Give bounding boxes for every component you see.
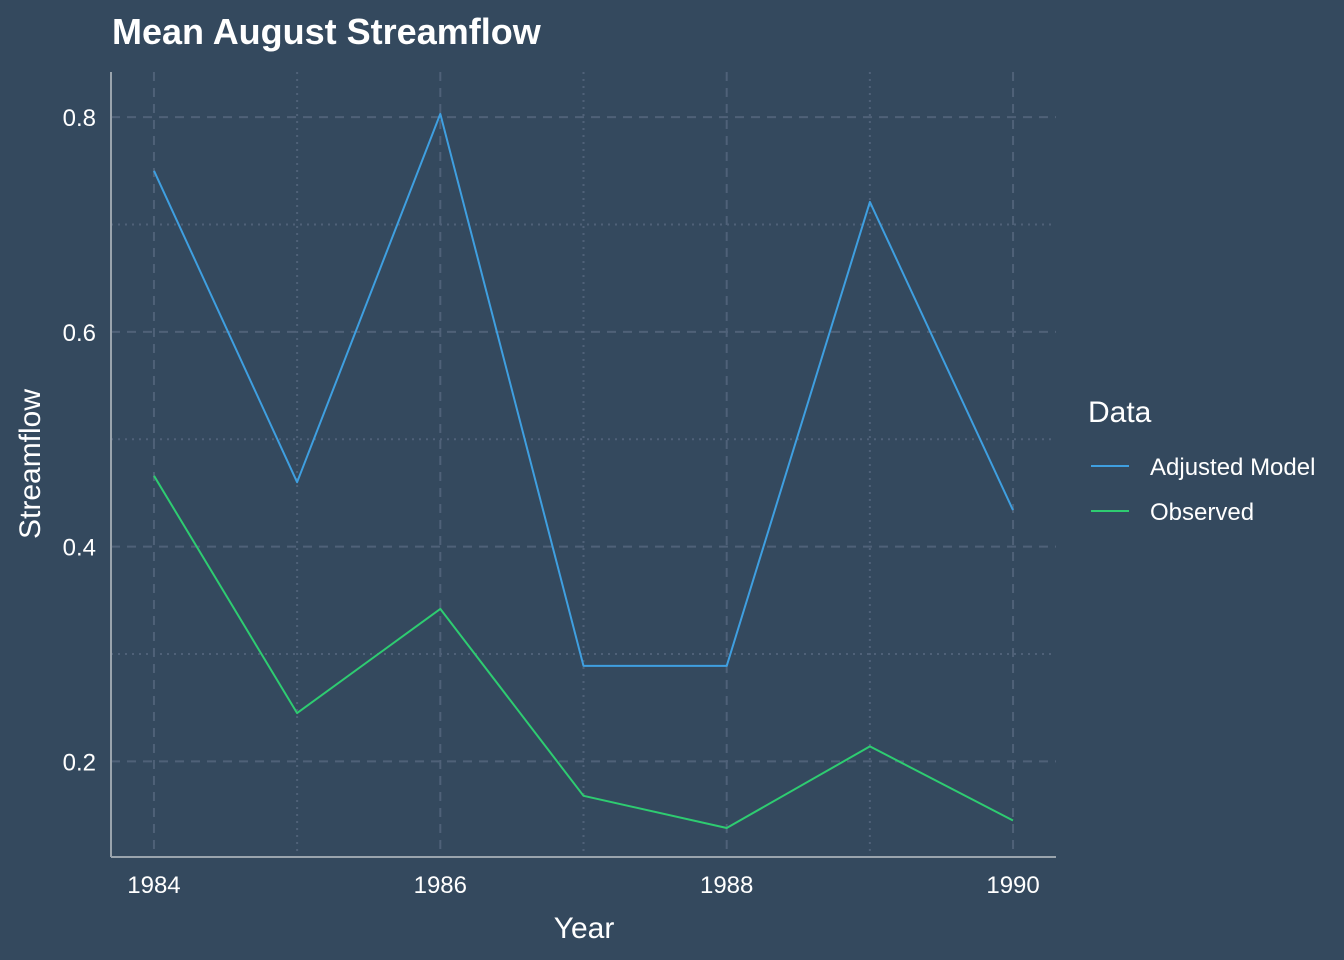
x-tick-label: 1988 bbox=[700, 872, 753, 899]
chart-title: Mean August Streamflow bbox=[112, 11, 542, 52]
y-tick-label: 0.4 bbox=[63, 535, 96, 562]
legend-label: Adjusted Model bbox=[1150, 454, 1315, 481]
x-tick-label: 1984 bbox=[127, 872, 180, 899]
legend: Data Adjusted Model Observed bbox=[1088, 396, 1315, 526]
legend-label: Observed bbox=[1150, 499, 1254, 526]
y-tick-label: 0.6 bbox=[63, 320, 96, 347]
axes bbox=[110, 72, 1056, 858]
y-tick-label: 0.8 bbox=[63, 105, 96, 132]
y-axis-title: Streamflow bbox=[14, 389, 47, 539]
series bbox=[153, 112, 1014, 829]
legend-title: Data bbox=[1088, 396, 1152, 429]
series-line bbox=[153, 475, 1014, 829]
y-tick-label: 0.2 bbox=[63, 749, 96, 776]
grid bbox=[111, 72, 1056, 857]
series-line bbox=[153, 112, 1014, 667]
x-tick-label: 1990 bbox=[986, 872, 1039, 899]
tick-labels: 1984 1986 1988 1990 0.2 0.4 0.6 0.8 bbox=[63, 105, 1040, 899]
x-axis-title: Year bbox=[554, 912, 615, 945]
x-tick-label: 1986 bbox=[414, 872, 467, 899]
